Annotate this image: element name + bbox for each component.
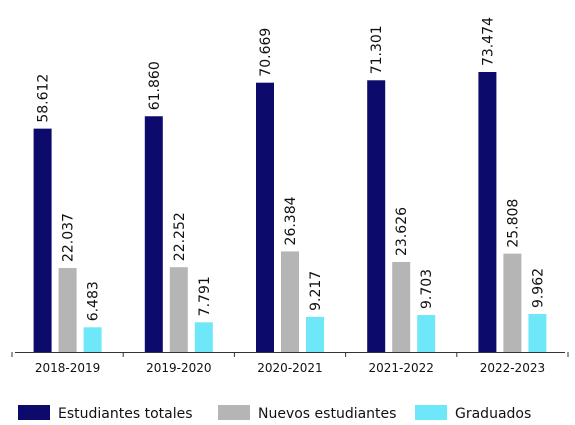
bar <box>169 267 188 352</box>
value-label: 25.808 <box>505 199 521 248</box>
x-tick-label: 2022-2023 <box>480 361 545 375</box>
value-label: 70.669 <box>258 28 274 77</box>
value-label: 71.301 <box>369 25 385 74</box>
x-tick-label: 2018-2019 <box>35 361 100 375</box>
legend-swatch <box>415 405 447 420</box>
x-tick-label: 2020-2021 <box>257 361 322 375</box>
bar <box>144 116 163 353</box>
legend-swatch <box>18 405 50 420</box>
legend-label: Nuevos estudiantes <box>258 406 396 422</box>
bar <box>306 316 324 352</box>
legend-label: Estudiantes totales <box>58 406 193 422</box>
bar <box>83 327 102 352</box>
value-label: 23.626 <box>394 207 410 256</box>
value-label: 9.703 <box>419 269 435 309</box>
bar <box>528 314 547 352</box>
value-label: 61.860 <box>147 61 163 110</box>
legend-swatch <box>218 405 250 420</box>
value-label: 9.217 <box>308 271 324 311</box>
bar <box>256 82 274 352</box>
value-label: 6.483 <box>86 281 102 321</box>
bar <box>58 268 77 352</box>
bar <box>194 322 213 352</box>
value-label: 26.384 <box>283 196 299 245</box>
x-tick-label: 2019-2020 <box>146 361 211 375</box>
bar <box>478 72 497 352</box>
value-label: 73.474 <box>480 17 496 66</box>
value-label: 7.791 <box>197 276 213 316</box>
bar <box>281 251 299 352</box>
x-tick-label: 2021-2022 <box>368 361 433 375</box>
bar <box>367 80 386 353</box>
value-label: 58.612 <box>36 74 52 123</box>
value-label: 22.037 <box>61 213 77 262</box>
legend-label: Graduados <box>455 406 531 422</box>
bar <box>392 261 411 352</box>
bar <box>33 128 52 352</box>
value-label: 22.252 <box>172 212 188 261</box>
bar <box>503 253 522 352</box>
value-label: 9.962 <box>530 268 546 308</box>
bar <box>417 315 436 352</box>
